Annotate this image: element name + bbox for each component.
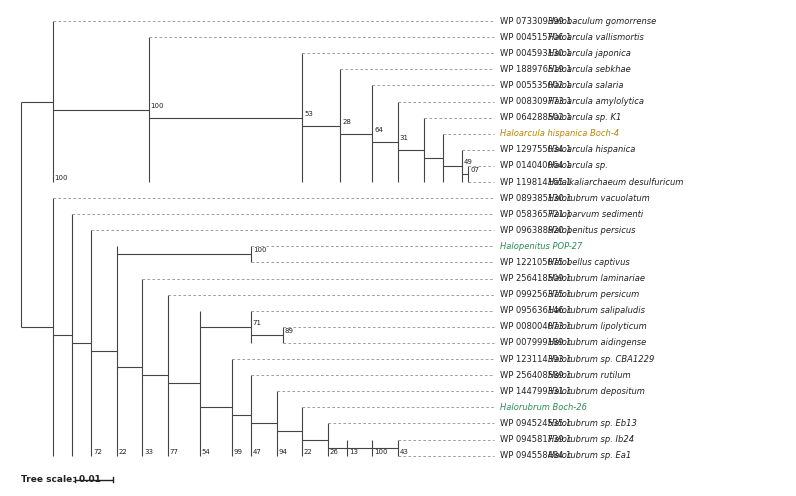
- Text: WP 094581739.1: WP 094581739.1: [501, 435, 575, 444]
- Text: 53: 53: [304, 111, 313, 117]
- Text: 71: 71: [253, 320, 262, 326]
- Text: WP 144799331.1: WP 144799331.1: [501, 387, 575, 396]
- Text: Haloarcula sp. K1: Haloarcula sp. K1: [548, 113, 622, 122]
- Text: Haloarcula vallismortis: Haloarcula vallismortis: [548, 33, 644, 42]
- Text: Halorubrum vacuolatum: Halorubrum vacuolatum: [548, 193, 650, 202]
- Text: WP 008004073.1: WP 008004073.1: [501, 322, 575, 331]
- Text: Halorubrum depositum: Halorubrum depositum: [548, 387, 645, 396]
- Text: WP 008309773.1: WP 008309773.1: [501, 97, 575, 106]
- Text: 07: 07: [470, 167, 479, 173]
- Text: Halorubrum rutilum: Halorubrum rutilum: [548, 371, 630, 379]
- Text: Halobaculum gomorrense: Halobaculum gomorrense: [548, 16, 657, 26]
- Text: 100: 100: [55, 175, 68, 181]
- Text: Halorubrum sp. Ea1: Halorubrum sp. Ea1: [548, 451, 631, 460]
- Text: Halobellus captivus: Halobellus captivus: [548, 258, 630, 267]
- Text: WP 058365721.1: WP 058365721.1: [501, 210, 575, 219]
- Text: 94: 94: [279, 449, 287, 455]
- Text: Halopenitus POP-27: Halopenitus POP-27: [501, 242, 583, 251]
- Text: Halorubrum lipolyticum: Halorubrum lipolyticum: [548, 322, 647, 331]
- Text: Halorubrum laminariae: Halorubrum laminariae: [548, 274, 645, 283]
- Text: 49: 49: [464, 159, 473, 165]
- Text: WP 014040064.1: WP 014040064.1: [501, 161, 574, 171]
- Text: WP 073309399.1: WP 073309399.1: [501, 16, 575, 26]
- Text: Halorubrum sp. Ib24: Halorubrum sp. Ib24: [548, 435, 634, 444]
- Text: WP 099256375.1: WP 099256375.1: [501, 290, 575, 299]
- Text: 72: 72: [93, 449, 102, 455]
- Text: 31: 31: [400, 135, 409, 141]
- Text: 77: 77: [170, 449, 179, 455]
- Text: 54: 54: [201, 449, 210, 455]
- Text: WP 095636146.1: WP 095636146.1: [501, 306, 575, 315]
- Text: Halorubrum salipaludis: Halorubrum salipaludis: [548, 306, 645, 315]
- Text: Haloarcula amylolytica: Haloarcula amylolytica: [548, 97, 644, 106]
- Text: WP 089385130.1: WP 089385130.1: [501, 193, 575, 202]
- Text: WP 094524535.1: WP 094524535.1: [501, 419, 574, 428]
- Text: WP 064288502.1: WP 064288502.1: [501, 113, 575, 122]
- Text: WP 007999189.1: WP 007999189.1: [501, 338, 574, 348]
- Text: Haloarcula hispanica Boch-4: Haloarcula hispanica Boch-4: [501, 129, 619, 138]
- Text: Halorubrum sp. Eb13: Halorubrum sp. Eb13: [548, 419, 637, 428]
- Text: Halorubrum aidingense: Halorubrum aidingense: [548, 338, 646, 348]
- Text: Halopenitus persicus: Halopenitus persicus: [548, 226, 636, 235]
- Text: Haloarcula japonica: Haloarcula japonica: [548, 49, 631, 58]
- Text: 99: 99: [234, 449, 243, 455]
- Text: WP 122105075.1: WP 122105075.1: [501, 258, 574, 267]
- Text: Haloarcula sp.: Haloarcula sp.: [548, 161, 608, 171]
- Text: 100: 100: [150, 103, 164, 109]
- Text: 33: 33: [144, 449, 153, 455]
- Text: 100: 100: [253, 248, 267, 253]
- Text: WP 004515706.1: WP 004515706.1: [501, 33, 574, 42]
- Text: WP 119814165.1: WP 119814165.1: [501, 178, 574, 186]
- Text: Halorubrum Boch-26: Halorubrum Boch-26: [501, 403, 587, 412]
- Text: Halalkaliarchaeum desulfuricum: Halalkaliarchaeum desulfuricum: [548, 178, 684, 186]
- Text: WP 005535002.1: WP 005535002.1: [501, 81, 574, 90]
- Text: Tree scale: 0.01: Tree scale: 0.01: [21, 475, 100, 484]
- Text: WP 004593130.1: WP 004593130.1: [501, 49, 574, 58]
- Text: 47: 47: [253, 449, 262, 455]
- Text: Haloparvum sedimenti: Haloparvum sedimenti: [548, 210, 643, 219]
- Text: WP 256418509.1: WP 256418509.1: [501, 274, 574, 283]
- Text: 26: 26: [330, 449, 338, 455]
- Text: 28: 28: [342, 119, 351, 124]
- Text: WP 096388920.1: WP 096388920.1: [501, 226, 575, 235]
- Text: 64: 64: [374, 127, 383, 133]
- Text: Halorubrum persicum: Halorubrum persicum: [548, 290, 639, 299]
- Text: WP 129755034.1: WP 129755034.1: [501, 145, 574, 154]
- Text: 43: 43: [400, 449, 409, 455]
- Text: 89: 89: [285, 328, 294, 334]
- Text: WP 094558484.1: WP 094558484.1: [501, 451, 574, 460]
- Text: Haloarcula sebkhae: Haloarcula sebkhae: [548, 65, 631, 74]
- Text: WP 256408589.1: WP 256408589.1: [501, 371, 575, 379]
- Text: 13: 13: [349, 449, 357, 455]
- Text: 22: 22: [304, 449, 313, 455]
- Text: WP 188976519.1: WP 188976519.1: [501, 65, 575, 74]
- Text: 100: 100: [374, 449, 388, 455]
- Text: WP 123114393.1: WP 123114393.1: [501, 355, 575, 364]
- Text: 22: 22: [119, 449, 127, 455]
- Text: Haloarcula hispanica: Haloarcula hispanica: [548, 145, 635, 154]
- Text: Halorubrum sp. CBA1229: Halorubrum sp. CBA1229: [548, 355, 654, 364]
- Text: Haloarcula salaria: Haloarcula salaria: [548, 81, 623, 90]
